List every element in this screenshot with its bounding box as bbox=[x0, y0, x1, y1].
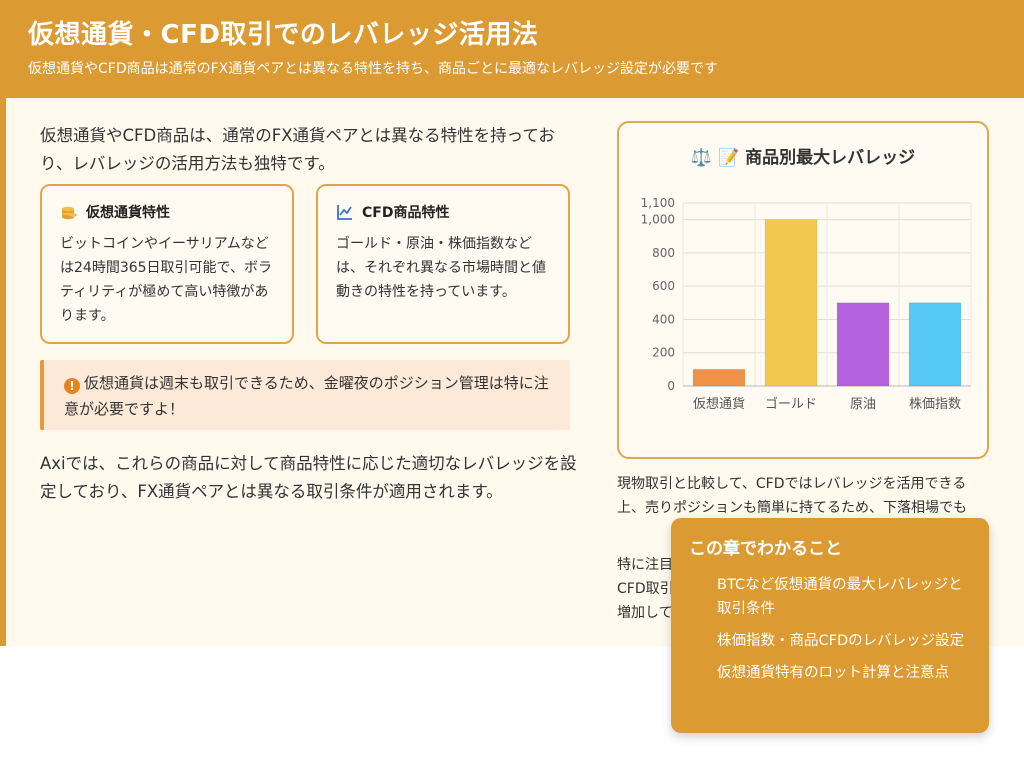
leverage-chart-panel: ⚖️ 📝 商品別最大レバレッジ 0 200 400 600 800 1,000 1,100 仮… bbox=[617, 121, 989, 459]
header-banner: 仮想通貨・CFD取引でのレバレッジ活用法 仮想通貨やCFD商品は通常のFX通貨ペ… bbox=[0, 0, 1024, 98]
notice-text: 仮想通貨は週末も取引できるため、金曜夜のポジション管理は特に注意が必要ですよ！ bbox=[64, 374, 549, 418]
summary-item: BTCなど仮想通貨の最大レバレッジと取引条件 bbox=[717, 577, 963, 617]
bar-3 bbox=[836, 302, 890, 387]
coins-icon bbox=[60, 203, 78, 221]
y-tick-label: 400 bbox=[652, 312, 675, 326]
right-paragraph-2: 特に注目 CFD取引 増加して bbox=[617, 557, 674, 621]
page-title: 仮想通貨・CFD取引でのレバレッジ活用法 bbox=[28, 20, 539, 50]
left-accent-bar bbox=[0, 98, 6, 646]
bar-2 bbox=[764, 219, 818, 387]
cfd-feature-card: CFD商品特性 ゴールド・原油・株価指数などは、それぞれ異なる市場時間と値動きの… bbox=[316, 184, 570, 344]
y-tick-label: 600 bbox=[652, 279, 675, 293]
card-body: ゴールド・原油・株価指数などは、それぞれ異なる市場時間と値動きの特性を持っていま… bbox=[336, 236, 546, 300]
x-tick-label: 仮想通貨 bbox=[693, 396, 745, 412]
card-body: ビットコインやイーサリアムなどは24時間365日取引可能で、ボラティリティが極め… bbox=[60, 236, 272, 324]
card-title: 仮想通貨特性 bbox=[86, 205, 170, 221]
card-title: CFD商品特性 bbox=[362, 205, 450, 221]
y-tick-label: 800 bbox=[652, 246, 675, 260]
y-tick-label: 0 bbox=[667, 379, 675, 393]
crypto-feature-card: 仮想通貨特性 ビットコインやイーサリアムなどは24時間365日取引可能で、ボラテ… bbox=[40, 184, 294, 344]
right-paragraph-1: 現物取引と比較して、CFDではレバレッジを活用できる上、売りポジションも簡単に持… bbox=[617, 476, 967, 516]
page-subtitle: 仮想通貨やCFD商品は通常のFX通貨ペアとは異なる特性を持ち、商品ごとに最適なレ… bbox=[28, 61, 718, 77]
axi-paragraph: Axiでは、これらの商品に対して商品特性に応じた適切なレバレッジを設定しており、… bbox=[40, 454, 577, 501]
bar-1 bbox=[692, 368, 746, 387]
chart-line-icon bbox=[336, 203, 354, 221]
warning-notice: ! 仮想通貨は週末も取引できるため、金曜夜のポジション管理は特に注意が必要ですよ！ bbox=[40, 360, 570, 430]
x-tick-label: 原油 bbox=[850, 397, 876, 412]
summary-item: 株価指数・商品CFDのレバレッジ設定 bbox=[717, 633, 965, 649]
y-tick-label: 1,000 bbox=[641, 213, 675, 227]
bar-4 bbox=[908, 302, 962, 387]
chart-title: ⚖️ 📝 商品別最大レバレッジ bbox=[690, 148, 916, 168]
chapter-summary-card: この章でわかること BTCなど仮想通貨の最大レバレッジと取引条件 株価指数・商品… bbox=[671, 518, 989, 733]
summary-item: 仮想通貨特有のロット計算と注意点 bbox=[717, 665, 949, 681]
x-tick-label: 株価指数 bbox=[909, 397, 961, 412]
summary-list: BTCなど仮想通貨の最大レバレッジと取引条件 株価指数・商品CFDのレバレッジ設… bbox=[689, 573, 971, 685]
bar-chart: 0 200 400 600 800 1,000 1,100 仮想通貨 ゴールド 原油 株価指数 bbox=[641, 196, 972, 412]
x-tick-label: ゴールド bbox=[765, 396, 817, 412]
intro-paragraph: 仮想通貨やCFD商品は、通常のFX通貨ペアとは異なる特性を持っており、レバレッジ… bbox=[40, 126, 555, 173]
summary-title: この章でわかること bbox=[689, 539, 842, 559]
y-tick-label: 200 bbox=[652, 346, 675, 360]
y-tick-label: 1,100 bbox=[641, 196, 675, 210]
exclamation-icon: ! bbox=[64, 378, 80, 394]
